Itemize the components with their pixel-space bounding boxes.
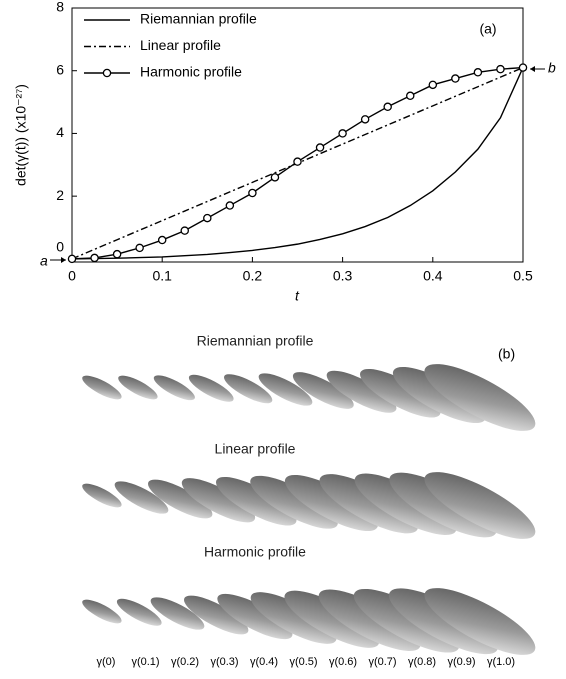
x-tick-label: 0.4 — [423, 268, 443, 284]
x-tick-label: 0.1 — [152, 268, 172, 284]
ellipsoid — [188, 374, 234, 402]
ellipsoid — [82, 483, 122, 508]
row-title: Harmonic profile — [204, 544, 306, 560]
panel-b: Riemannian profile Linear profile Harmonic… — [82, 333, 536, 668]
caption: γ(0.8) — [408, 656, 436, 668]
annotation-b: b — [548, 60, 556, 76]
data-point — [180, 226, 189, 235]
data-point — [248, 188, 257, 198]
ellipsoid — [424, 472, 536, 539]
ellipsoid — [82, 599, 122, 624]
data-point — [451, 74, 460, 83]
x-tick-label: 0.5 — [513, 268, 533, 284]
data-point — [473, 68, 483, 77]
data-point — [112, 249, 122, 259]
data-point — [157, 235, 167, 245]
legend-label: Linear profile — [140, 37, 221, 53]
panel-label: (b) — [498, 346, 515, 362]
ellipsoid — [114, 481, 169, 514]
caption: γ(0.4) — [250, 656, 278, 668]
data-point — [203, 213, 212, 223]
caption: γ(0.5) — [289, 656, 317, 668]
caption: γ(0.2) — [171, 656, 199, 668]
ellipsoid — [326, 370, 397, 413]
legend-marker — [102, 68, 112, 78]
row-title: Riemannian profile — [197, 333, 314, 349]
data-point — [225, 201, 235, 210]
ellipsoid — [388, 588, 498, 655]
ellipsoid — [82, 375, 122, 400]
data-point — [383, 102, 392, 112]
annotation-a: a — [40, 253, 48, 269]
data-point — [67, 254, 77, 264]
x-tick-label: 0.3 — [333, 268, 353, 284]
ellipsoid — [284, 474, 378, 532]
x-tick-label: 0.2 — [243, 268, 263, 284]
ellipsoid — [319, 474, 418, 534]
ellipsoid — [118, 375, 158, 400]
data-point — [428, 80, 438, 90]
ellipsoid — [284, 590, 380, 648]
legend-label: Riemannian profile — [140, 11, 257, 27]
y-tick-label: 4 — [56, 124, 64, 140]
ellipsoid — [217, 593, 293, 640]
panel-label: (a) — [479, 21, 496, 37]
arrow-head — [61, 257, 66, 263]
ellipsoid — [153, 375, 195, 401]
data-point — [293, 157, 302, 166]
data-point — [270, 173, 280, 182]
caption: γ(1.0) — [487, 656, 515, 668]
y-axis-label: det(γ(t)) (x10⁻²⁷) — [13, 84, 29, 186]
data-point — [315, 143, 325, 152]
ellipsoid — [353, 588, 460, 653]
row-title: Linear profile — [215, 441, 296, 457]
series-line — [71, 67, 524, 260]
data-point — [496, 64, 505, 74]
data-point — [518, 63, 528, 72]
ellipsoid — [184, 595, 249, 635]
y-tick-label: 2 — [56, 187, 64, 203]
ellipsoid — [318, 589, 421, 651]
caption: γ(0.6) — [329, 656, 357, 668]
ellipsoid — [150, 597, 205, 630]
ellipsoid — [181, 478, 256, 523]
x-tick-label: 0 — [68, 268, 76, 284]
ellipsoid — [224, 374, 273, 404]
ellipsoid — [424, 364, 536, 431]
data-point — [338, 129, 347, 138]
caption: γ(0) — [97, 656, 116, 668]
data-point — [405, 91, 415, 101]
plot-frame — [71, 7, 524, 263]
ellipsoid — [216, 476, 297, 526]
caption: γ(0.1) — [131, 656, 159, 668]
data-point — [90, 253, 99, 263]
data-point — [135, 243, 144, 253]
ellipsoid — [360, 368, 441, 418]
caption: γ(0.7) — [368, 656, 396, 668]
caption: γ(0.9) — [447, 656, 475, 668]
y-tick-label: 6 — [56, 61, 64, 77]
ellipsoid — [354, 473, 457, 535]
ellipsoid — [250, 475, 338, 529]
ellipsoid — [424, 588, 536, 655]
ellipsoid — [250, 592, 337, 644]
ellipsoid — [292, 372, 354, 409]
arrow-head — [530, 66, 535, 72]
legend-label: Harmonic profile — [140, 64, 242, 80]
y-tick-label: 8 — [56, 0, 64, 15]
y-tick-label: 0 — [56, 239, 64, 255]
ellipsoid — [258, 373, 313, 406]
ellipsoid — [148, 479, 213, 519]
x-axis-label: t — [295, 288, 300, 304]
data-point — [360, 115, 370, 124]
ellipsoid — [116, 598, 162, 626]
caption: γ(0.3) — [210, 656, 238, 668]
